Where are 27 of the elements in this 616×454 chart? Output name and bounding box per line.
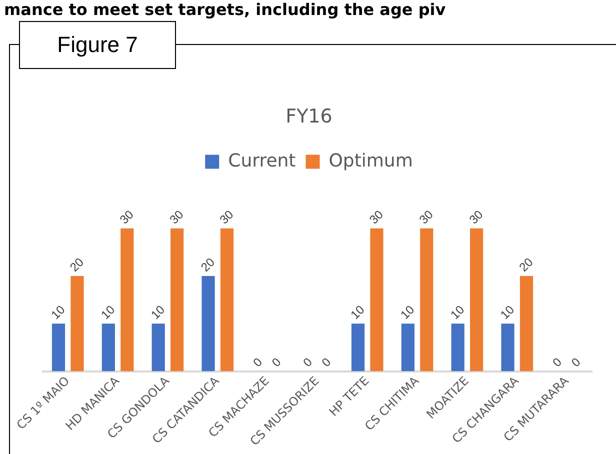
legend-label: Optimum <box>328 150 413 172</box>
data-label: 0 <box>568 354 584 370</box>
data-label: 0 <box>300 354 316 370</box>
data-label: 20 <box>516 254 536 274</box>
data-label: 0 <box>250 354 266 370</box>
data-label: 20 <box>67 254 87 274</box>
caption: Figure 7 <box>19 21 176 69</box>
data-label: 10 <box>148 302 168 322</box>
data-label: 30 <box>116 207 137 227</box>
data-label: 30 <box>416 207 436 227</box>
data-label: 10 <box>448 302 468 322</box>
data-label: 30 <box>366 207 386 227</box>
legend-label: Current <box>228 150 296 172</box>
data-label: 10 <box>348 302 368 322</box>
data-label: 0 <box>269 354 284 370</box>
text: mance to meet set targets, including the age piv <box>4 0 446 19</box>
data-label: 10 <box>48 302 68 322</box>
data-label: 0 <box>550 354 565 370</box>
data-label: 30 <box>166 207 186 227</box>
data-label: 10 <box>98 302 118 322</box>
data-label: 10 <box>498 302 518 322</box>
data-label: 20 <box>198 254 218 274</box>
data-label: 0 <box>319 354 334 370</box>
chart-title: FY16 <box>286 105 332 128</box>
data-label: 30 <box>466 207 486 227</box>
data-label: 10 <box>398 302 418 322</box>
data-label: 30 <box>216 207 236 227</box>
